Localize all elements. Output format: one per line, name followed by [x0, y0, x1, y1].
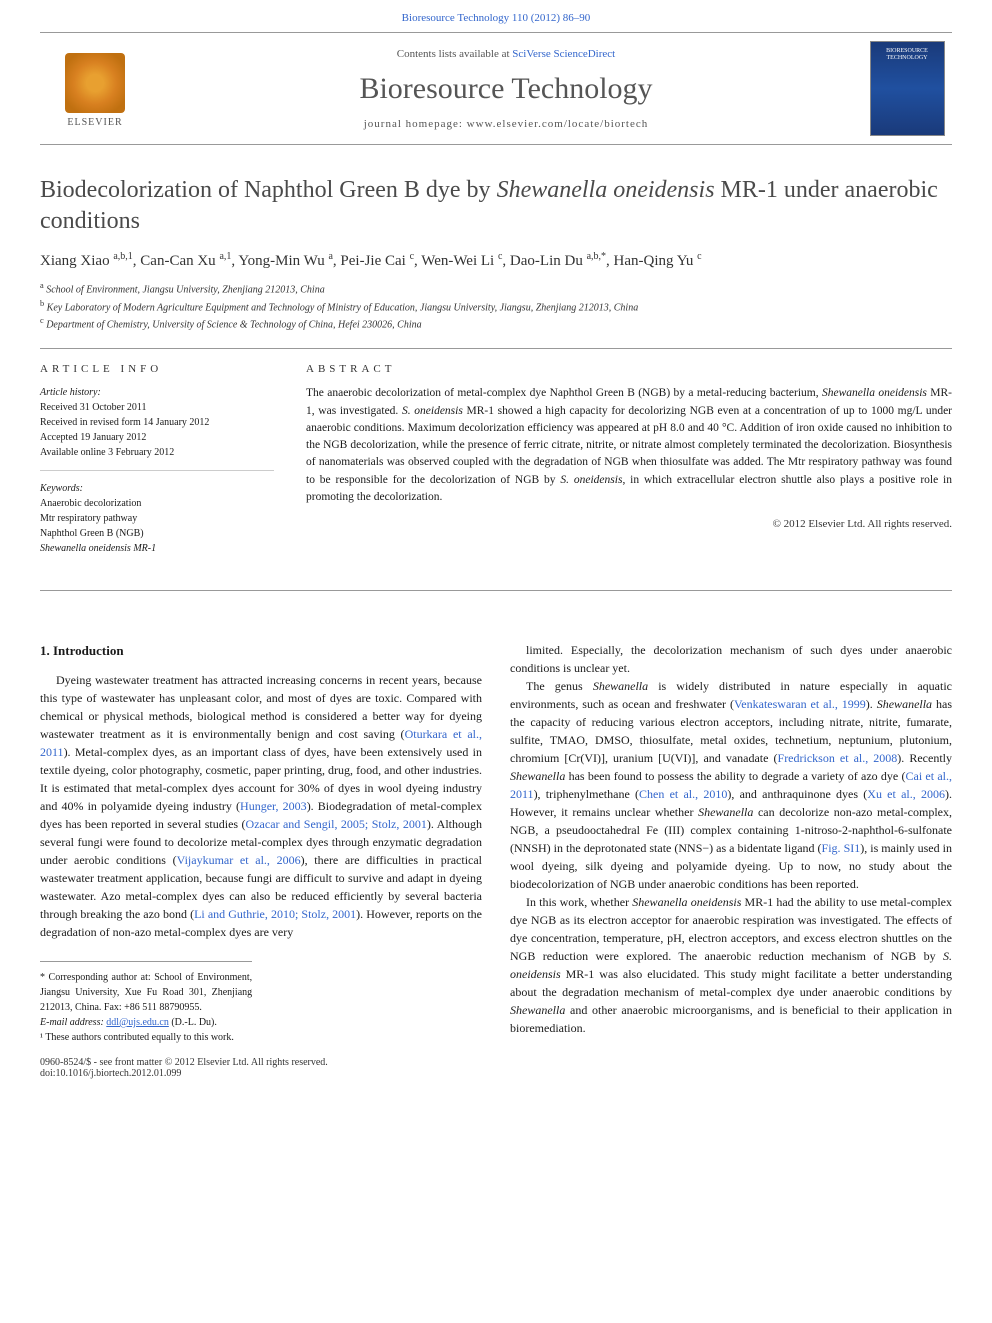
email-link[interactable]: ddl@ujs.edu.cn	[106, 1017, 169, 1028]
journal-name: Bioresource Technology	[150, 72, 862, 106]
keywords-block: Keywords: Anaerobic decolorization Mtr re…	[40, 481, 274, 566]
front-matter-line: 0960-8524/$ - see front matter © 2012 El…	[40, 1057, 952, 1068]
journal-homepage-line: journal homepage: www.elsevier.com/locat…	[150, 118, 862, 130]
body-paragraph: The genus Shewanella is widely distribut…	[510, 677, 952, 893]
body-paragraph: Dyeing wastewater treatment has attracte…	[40, 671, 482, 941]
history-line: Accepted 19 January 2012	[40, 432, 146, 443]
footnotes: * Corresponding author at: School of Env…	[40, 961, 252, 1045]
body-two-column: 1. Introduction Dyeing wastewater treatm…	[0, 641, 992, 1045]
running-header: Bioresource Technology 110 (2012) 86–90	[0, 0, 992, 32]
corresponding-author-note: * Corresponding author at: School of Env…	[40, 970, 252, 1015]
affiliation-list: a School of Environment, Jiangsu Univers…	[40, 280, 952, 332]
section-heading-intro: 1. Introduction	[40, 641, 482, 661]
equal-contribution-note: ¹ These authors contributed equally to t…	[40, 1030, 252, 1045]
history-line: Received 31 October 2011	[40, 402, 147, 413]
email-line: E-mail address: ddl@ujs.edu.cn (D.-L. Du…	[40, 1015, 252, 1030]
elsevier-tree-icon	[65, 53, 125, 113]
author-list: Xiang Xiao a,b,1, Can-Can Xu a,1, Yong-M…	[40, 251, 952, 270]
article-info: ARTICLE INFO Article history: Received 3…	[40, 349, 290, 590]
keywords-label: Keywords:	[40, 483, 83, 494]
keyword: Naphthol Green B (NGB)	[40, 528, 144, 539]
left-column: 1. Introduction Dyeing wastewater treatm…	[40, 641, 482, 1045]
journal-masthead: ELSEVIER Contents lists available at Sci…	[40, 32, 952, 145]
article-info-label: ARTICLE INFO	[40, 363, 274, 375]
article-history-label: Article history:	[40, 387, 101, 398]
right-column-content: limited. Especially, the decolorization …	[510, 641, 952, 1037]
journal-cover-thumbnail	[870, 41, 945, 136]
header-citation: Bioresource Technology 110 (2012) 86–90	[402, 12, 591, 24]
article-title: Biodecolorization of Naphthol Green B dy…	[40, 175, 952, 237]
publisher-name: ELSEVIER	[67, 117, 122, 128]
abstract-copyright: © 2012 Elsevier Ltd. All rights reserved…	[306, 518, 952, 530]
doi-line: doi:10.1016/j.biortech.2012.01.099	[40, 1068, 952, 1079]
body-paragraph: limited. Especially, the decolorization …	[510, 641, 952, 677]
info-abstract-block: ARTICLE INFO Article history: Received 3…	[40, 348, 952, 591]
body-paragraph: In this work, whether Shewanella oneiden…	[510, 893, 952, 1037]
history-line: Available online 3 February 2012	[40, 447, 174, 458]
left-column-content: Dyeing wastewater treatment has attracte…	[40, 671, 482, 941]
contents-available-line: Contents lists available at SciVerse Sci…	[150, 48, 862, 60]
sciencedirect-link[interactable]: SciVerse ScienceDirect	[512, 48, 615, 60]
abstract: ABSTRACT The anaerobic decolorization of…	[290, 349, 952, 590]
keyword: Anaerobic decolorization	[40, 498, 141, 509]
keyword: Mtr respiratory pathway	[40, 513, 137, 524]
publisher-block: ELSEVIER	[40, 41, 150, 136]
masthead-center: Contents lists available at SciVerse Sci…	[150, 41, 862, 136]
article-frontmatter: Biodecolorization of Naphthol Green B dy…	[0, 145, 992, 641]
journal-homepage-url: www.elsevier.com/locate/biortech	[467, 118, 649, 130]
article-history-block: Article history: Received 31 October 201…	[40, 385, 274, 471]
history-line: Received in revised form 14 January 2012	[40, 417, 209, 428]
keyword-lines: Anaerobic decolorization Mtr respiratory …	[40, 496, 274, 556]
cover-thumbnail-block	[862, 41, 952, 136]
right-column: limited. Especially, the decolorization …	[510, 641, 952, 1045]
abstract-text: The anaerobic decolorization of metal-co…	[306, 385, 952, 506]
page-footer: 0960-8524/$ - see front matter © 2012 El…	[0, 1045, 992, 1099]
article-history-lines: Received 31 October 2011 Received in revi…	[40, 400, 274, 460]
abstract-label: ABSTRACT	[306, 363, 952, 375]
keyword: Shewanella oneidensis MR-1	[40, 543, 156, 554]
